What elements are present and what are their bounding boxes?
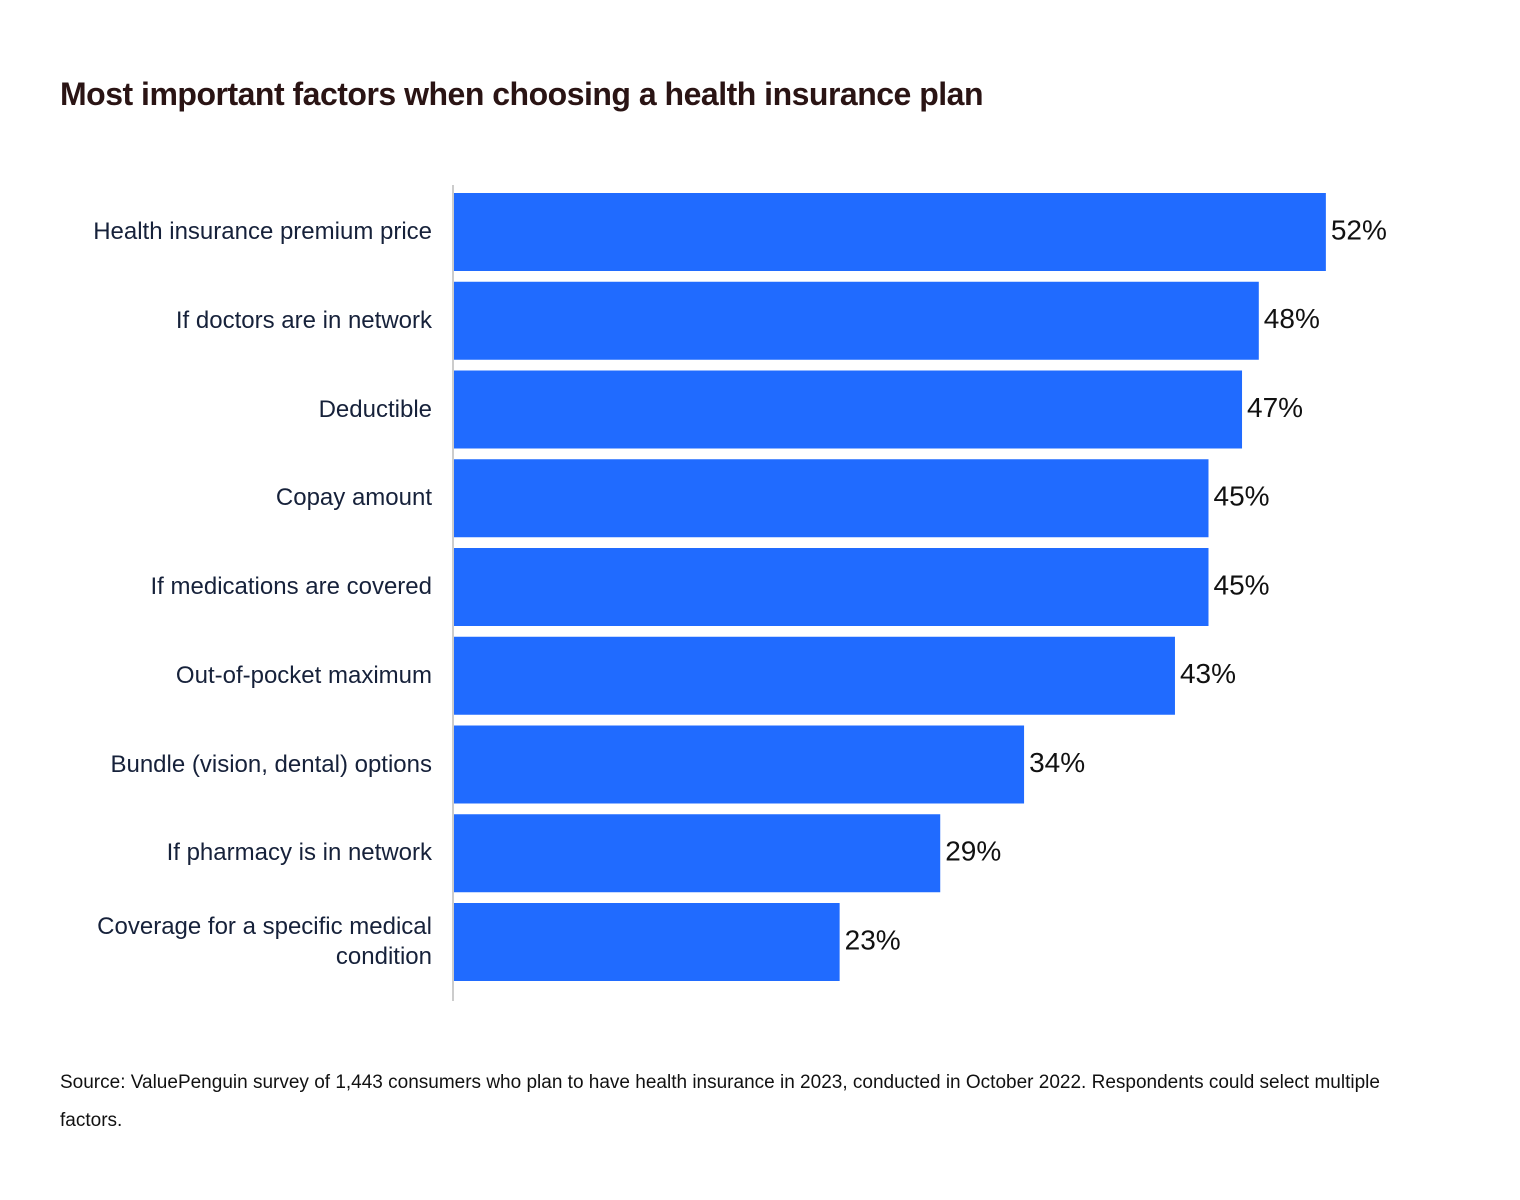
bar [454, 903, 840, 981]
value-label: 45% [1214, 481, 1270, 512]
category-label: If pharmacy is in network [166, 839, 432, 867]
bar [454, 814, 941, 893]
chart-title: Most important factors when choosing a h… [60, 76, 984, 112]
category-label: Bundle (vision, dental) options [110, 750, 432, 778]
category-label: Copay amount [275, 484, 432, 512]
category-label: Health insurance premium price [93, 218, 432, 245]
category-label: If medications are covered [150, 573, 432, 600]
bar [454, 193, 1326, 271]
value-label: 29% [945, 836, 1001, 867]
value-label: 47% [1247, 392, 1303, 423]
bar [454, 636, 1175, 715]
value-label: 34% [1029, 747, 1085, 778]
source-note: Source: ValuePenguin survey of 1,443 con… [60, 1072, 1380, 1131]
bar [454, 281, 1259, 360]
value-label: 52% [1331, 214, 1387, 245]
bar [454, 548, 1209, 626]
category-label: If doctors are in network [175, 306, 432, 334]
category-label: Out-of-pocket maximum [175, 661, 432, 689]
bar [454, 725, 1025, 804]
value-label: 45% [1214, 569, 1270, 600]
value-label: 48% [1264, 303, 1320, 334]
bar [454, 459, 1209, 538]
category-label: Coverage for a specific medical conditio… [97, 913, 432, 970]
category-label: Deductible [318, 395, 432, 423]
bar [454, 370, 1243, 449]
value-label: 23% [845, 924, 901, 955]
value-label: 43% [1180, 658, 1236, 689]
